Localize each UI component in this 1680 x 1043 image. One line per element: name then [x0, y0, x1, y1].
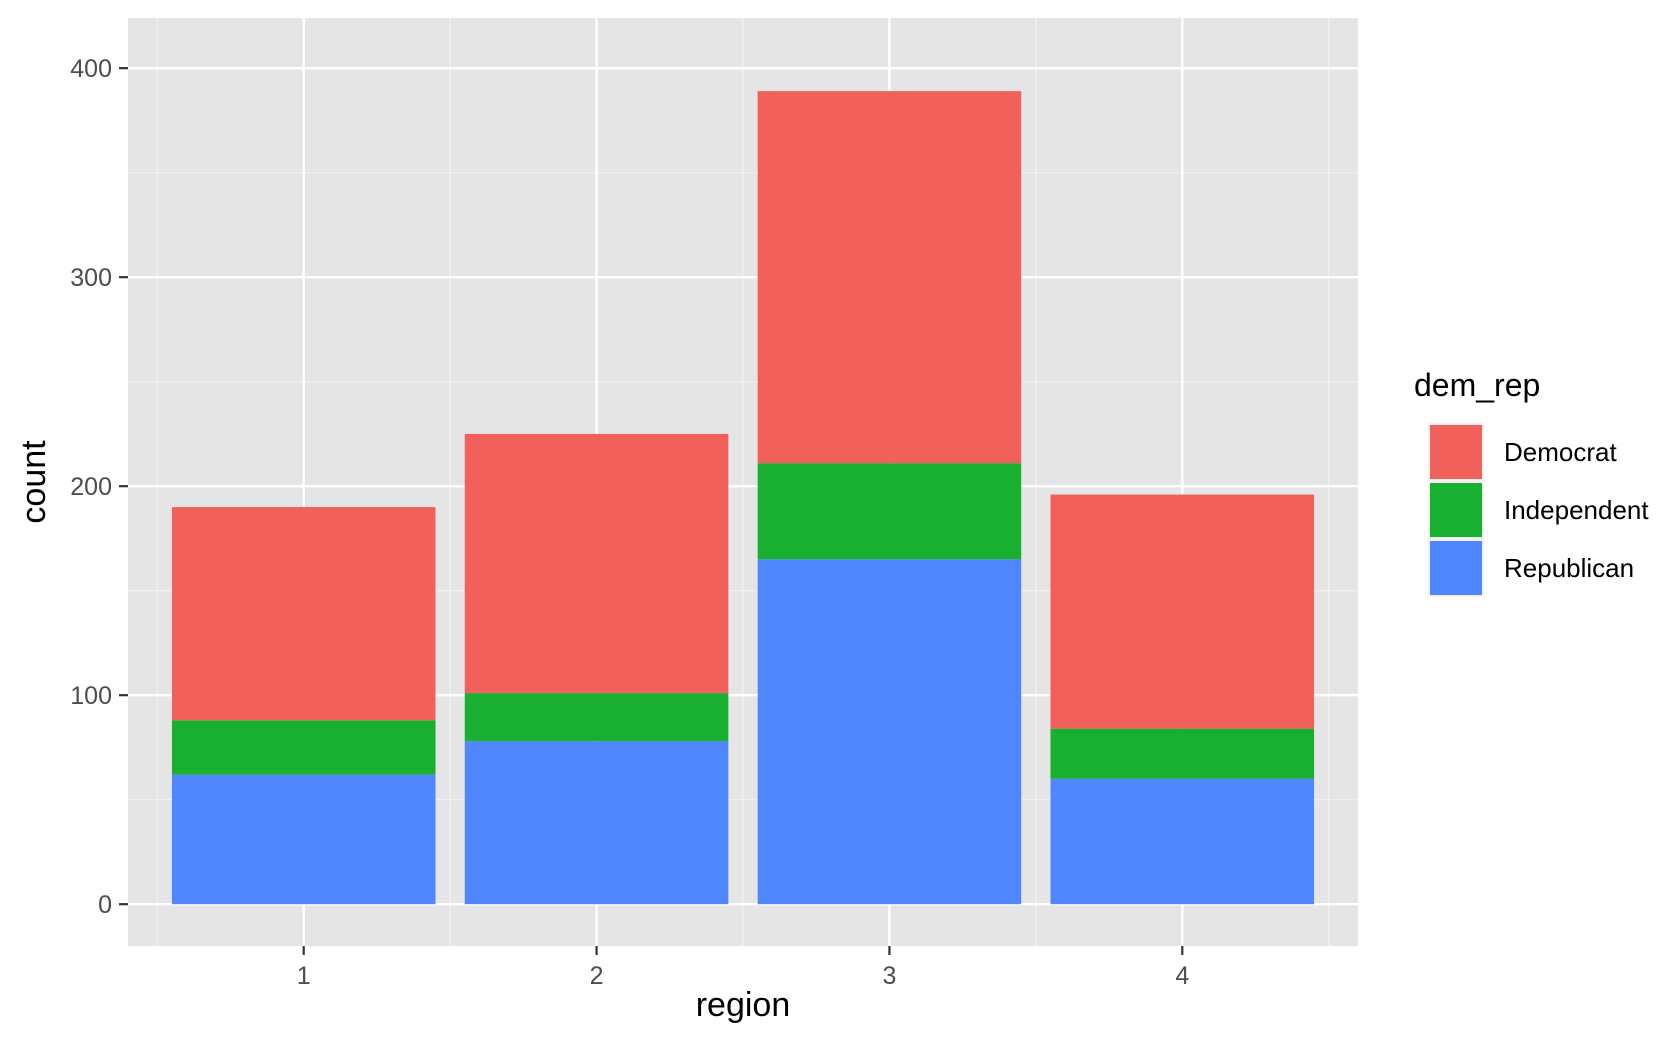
- bar-independent-region-1: [171, 720, 436, 775]
- bar-democrat-region-2: [464, 433, 729, 694]
- bar-democrat-region-1: [171, 507, 436, 721]
- bar-democrat-region-4: [1050, 494, 1315, 729]
- legend-swatch-democrat: [1430, 425, 1482, 479]
- bar-democrat-region-3: [757, 91, 1022, 464]
- x-tick-label: 2: [590, 962, 604, 990]
- bar-republican-region-3: [757, 559, 1022, 905]
- legend-swatch-republican: [1430, 541, 1482, 595]
- y-tick-label: 300: [70, 264, 112, 292]
- x-axis-title: region: [696, 986, 791, 1024]
- x-tick-label: 4: [1175, 962, 1189, 990]
- legend-label-republican: Republican: [1504, 553, 1634, 583]
- legend-label-independent: Independent: [1504, 495, 1649, 525]
- bar-republican-region-1: [171, 774, 436, 905]
- bar-republican-region-4: [1050, 778, 1315, 905]
- bar-republican-region-2: [464, 741, 729, 905]
- legend: dem_rep Democrat Independent Republican: [1414, 367, 1649, 597]
- y-tick-label: 200: [70, 473, 112, 501]
- bar-independent-region-3: [757, 463, 1022, 560]
- legend-swatch-independent: [1430, 483, 1482, 537]
- bars-layer: [171, 91, 1315, 905]
- bar-independent-region-4: [1050, 728, 1315, 779]
- y-axis-title: count: [15, 440, 53, 524]
- legend-title: dem_rep: [1414, 367, 1540, 403]
- legend-label-democrat: Democrat: [1504, 437, 1617, 467]
- bar-independent-region-2: [464, 693, 729, 742]
- axis-layer: 0 100 200 300 400 1 2 3 4: [70, 55, 1189, 990]
- y-tick-label: 400: [70, 55, 112, 83]
- x-tick-label: 3: [882, 962, 896, 990]
- x-tick-label: 1: [297, 962, 311, 990]
- y-tick-label: 0: [98, 891, 112, 919]
- y-tick-label: 100: [70, 682, 112, 710]
